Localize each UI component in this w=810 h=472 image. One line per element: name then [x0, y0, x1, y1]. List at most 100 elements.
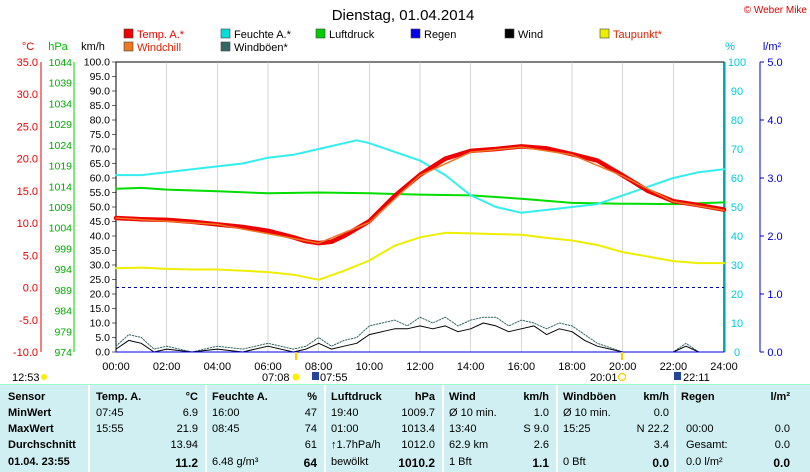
wind-tick-label: 75.0 [90, 129, 111, 141]
wind-tick-label: 35.0 [90, 245, 111, 257]
legend-swatch [220, 28, 231, 39]
row-label: 01.04. 23:55 [8, 456, 70, 468]
time-tick-label: 20:00 [609, 361, 637, 373]
temp-value: 13.94 [170, 439, 198, 451]
time-tick-label: 18:00 [558, 361, 586, 373]
temp-time: 15:55 [96, 423, 124, 435]
axis-ticks: 00:00 02:00 04:00 06:00 08:00 10:00 12:00 14:00… [13, 57, 783, 374]
gust-time: 15:25 [563, 423, 591, 435]
header-temp: Temp. A. [96, 391, 142, 403]
gust-value: 3.4 [653, 439, 669, 451]
pressure-tick-label: 974 [54, 347, 72, 359]
pressure-time: bewölkt [331, 456, 369, 468]
series-line-taupunkt [115, 231, 725, 281]
pressure-value: 1013.4 [401, 423, 435, 435]
header-humidity: Feuchte A. [212, 391, 268, 403]
time-tick-label: 06:00 [254, 361, 282, 373]
rain-tick-label: 3.0 [767, 173, 782, 185]
pressure-time: 01:00 [331, 423, 359, 435]
wind-tick-label: 20.0 [90, 289, 111, 301]
gust-value: 0.0 [653, 407, 669, 419]
gust-time: Ø 10 min. [563, 407, 611, 419]
column-divider [442, 385, 444, 472]
chart-title: Dienstag, 01.04.2014 [332, 7, 475, 24]
header-gust: Windböen [563, 391, 617, 403]
wind-tick-label: 15.0 [90, 303, 111, 315]
rain-tick-label: 0.0 [767, 347, 782, 359]
humidity-value: 47 [304, 407, 317, 419]
pressure-tick-label: 1024 [49, 140, 73, 152]
temp-tick-label: -5.0 [19, 315, 38, 327]
wind-time: 62.9 km [449, 439, 489, 451]
legend-label: Windchill [137, 42, 181, 54]
pressure-tick-label: 1014 [49, 181, 73, 193]
dawn-icon [312, 372, 319, 380]
pressure-tick-label: 1034 [49, 98, 73, 110]
wind-tick-label: 95.0 [90, 71, 111, 83]
pressure-value: 1012.0 [401, 439, 435, 451]
time-tick-label: 04:00 [204, 361, 232, 373]
humidity-tick-label: 10 [731, 318, 743, 330]
humidity-tick-label: 0 [734, 347, 740, 359]
axis-units: °C hPa km/h % l/m² [22, 41, 782, 53]
temp-tick-label: 10.0 [17, 218, 38, 230]
wind-tick-label: 50.0 [90, 202, 111, 214]
dawn-time: 07:55 [320, 372, 348, 384]
column-divider [674, 385, 676, 472]
humidity-tick-label: 100 [728, 57, 746, 69]
humidity-tick-label: 70 [731, 144, 743, 156]
humidity-time: 16:00 [212, 407, 240, 419]
rain-value: 0.0 [774, 439, 790, 451]
humidity-tick-label: 50 [731, 202, 743, 214]
wind-time: 1 Bft [449, 456, 472, 468]
pressure-time: 19:40 [331, 407, 359, 419]
series-line-feuchte-a [115, 139, 725, 214]
rain-tick-label: 4.0 [767, 115, 782, 127]
temp-tick-label: 20.0 [17, 154, 38, 166]
column-divider [556, 385, 558, 472]
temp-tick-label: -10.0 [13, 347, 38, 359]
wind-tick-label: 60.0 [90, 173, 111, 185]
rain-time: 0.0 l/m² [686, 456, 723, 468]
sun-times: 12:53 07:08 07:55 20:01 22:11 [12, 352, 710, 384]
pressure-tick-label: 1044 [49, 57, 73, 69]
humidity-tick-label: 60 [731, 173, 743, 185]
humidity-unit: % [725, 41, 735, 53]
legend-swatch [315, 28, 326, 39]
sunset-time: 20:01 [590, 372, 618, 384]
header-sensor: Sensor [8, 391, 46, 403]
legend-swatch [599, 28, 610, 39]
series-line-windb-en [115, 316, 725, 353]
wind-time: 13:40 [449, 423, 477, 435]
rain-unit: l/m² [763, 41, 782, 53]
row-label: MaxWert [8, 423, 54, 435]
time-tick-label: 24:00 [710, 361, 738, 373]
legend-swatch [220, 41, 231, 52]
temp-tick-label: 25.0 [17, 121, 38, 133]
humidity-value: 74 [304, 423, 317, 435]
rain-time: Gesamt: [686, 439, 728, 451]
series-line-windchill [115, 146, 725, 244]
header-wind: Wind [449, 391, 476, 403]
column-divider [88, 385, 90, 472]
temp-tick-label: 15.0 [17, 186, 38, 198]
legend: Temp. A.* Feuchte A.* Luftdruck Regen Wind Ta… [123, 28, 663, 54]
time-tick-label: 12:00 [406, 361, 434, 373]
humidity-value: 64 [303, 456, 317, 470]
legend-label: Wind [518, 29, 543, 41]
time-tick-label: 14:00 [457, 361, 485, 373]
legend-label: Windböen* [234, 42, 289, 54]
wind-tick-label: 10.0 [90, 318, 111, 330]
sunrise-time: 07:08 [262, 372, 290, 384]
legend-swatch [123, 41, 134, 52]
wind-tick-label: 65.0 [90, 158, 111, 170]
legend-label: Feuchte A.* [234, 29, 292, 41]
wind-value: 1.1 [532, 456, 549, 470]
pressure-tick-label: 1019 [49, 161, 73, 173]
temp-value: 21.9 [176, 423, 198, 435]
header-pressure-unit: hPa [414, 391, 435, 403]
wind-tick-label: 0.0 [95, 347, 110, 359]
pressure-tick-label: 1004 [49, 223, 73, 235]
header-humidity-unit: % [307, 391, 317, 403]
humidity-time: 6.48 g/m³ [212, 456, 259, 468]
